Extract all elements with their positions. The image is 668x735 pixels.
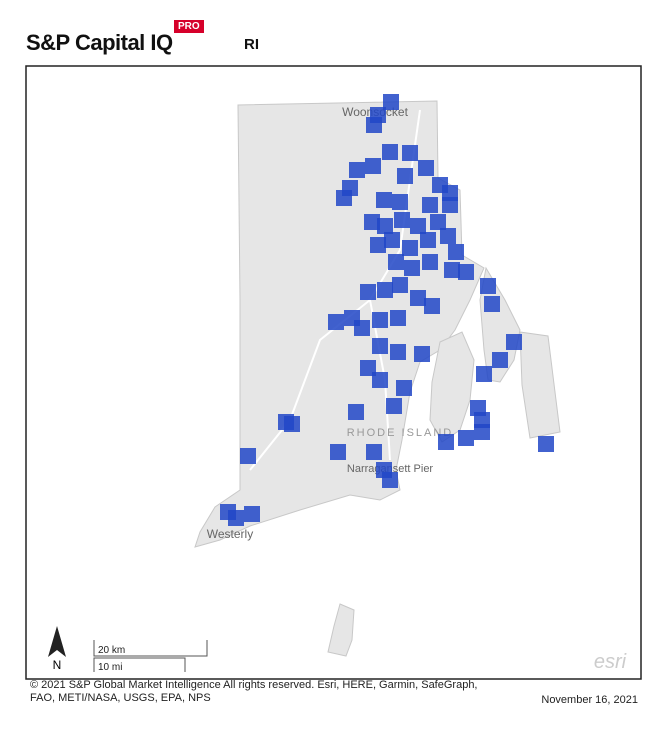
date: November 16, 2021 bbox=[541, 694, 638, 706]
location-marker bbox=[484, 296, 500, 312]
location-marker bbox=[394, 212, 410, 228]
location-marker bbox=[418, 160, 434, 176]
location-marker bbox=[410, 218, 426, 234]
esri-logo: esri bbox=[594, 651, 627, 673]
pro-badge: PRO bbox=[174, 20, 204, 33]
location-marker bbox=[458, 430, 474, 446]
location-marker bbox=[414, 346, 430, 362]
location-marker bbox=[228, 510, 244, 526]
location-marker bbox=[328, 314, 344, 330]
location-marker bbox=[438, 434, 454, 450]
location-marker bbox=[377, 218, 393, 234]
location-marker bbox=[240, 448, 256, 464]
location-marker bbox=[404, 260, 420, 276]
location-marker bbox=[330, 444, 346, 460]
location-marker bbox=[364, 214, 380, 230]
location-marker bbox=[420, 232, 436, 248]
brand: S&P Capital IQ bbox=[26, 30, 173, 55]
location-marker bbox=[336, 190, 352, 206]
location-marker bbox=[538, 436, 554, 452]
block-island bbox=[327, 603, 355, 657]
location-marker bbox=[388, 254, 404, 270]
location-marker bbox=[244, 506, 260, 522]
location-marker bbox=[349, 162, 365, 178]
location-marker bbox=[392, 194, 408, 210]
region: RI bbox=[244, 36, 259, 53]
location-marker bbox=[396, 380, 412, 396]
location-marker bbox=[492, 352, 508, 368]
location-marker bbox=[384, 232, 400, 248]
location-marker bbox=[360, 284, 376, 300]
north-arrow bbox=[48, 626, 66, 657]
location-marker bbox=[370, 237, 386, 253]
location-marker bbox=[354, 320, 370, 336]
markers bbox=[220, 94, 554, 526]
location-marker bbox=[476, 366, 492, 382]
location-marker bbox=[376, 192, 392, 208]
location-marker bbox=[382, 144, 398, 160]
state-label: RHODE ISLAND bbox=[347, 427, 454, 439]
scale-km: 20 km bbox=[98, 645, 125, 656]
copyright: © 2021 S&P Global Market Intelligence Al… bbox=[30, 679, 478, 704]
location-marker bbox=[440, 228, 456, 244]
location-marker bbox=[365, 158, 381, 174]
location-marker bbox=[402, 145, 418, 161]
location-marker bbox=[386, 398, 402, 414]
location-marker bbox=[442, 197, 458, 213]
location-marker bbox=[506, 334, 522, 350]
location-marker bbox=[366, 444, 382, 460]
location-marker bbox=[397, 168, 413, 184]
location-marker bbox=[372, 372, 388, 388]
location-marker bbox=[390, 310, 406, 326]
location-marker bbox=[410, 290, 426, 306]
little-compton bbox=[519, 331, 561, 439]
location-marker bbox=[284, 416, 300, 432]
location-marker bbox=[392, 277, 408, 293]
location-marker bbox=[424, 298, 440, 314]
location-marker bbox=[422, 197, 438, 213]
location-marker bbox=[372, 338, 388, 354]
scale-mi: 10 mi bbox=[98, 662, 122, 673]
location-marker bbox=[402, 240, 418, 256]
scale-bar bbox=[93, 640, 208, 672]
location-marker bbox=[383, 94, 399, 110]
location-marker bbox=[382, 472, 398, 488]
location-marker bbox=[480, 278, 496, 294]
location-marker bbox=[422, 254, 438, 270]
location-marker bbox=[474, 424, 490, 440]
north-label: N bbox=[53, 658, 62, 672]
location-marker bbox=[372, 312, 388, 328]
location-marker bbox=[366, 117, 382, 133]
location-marker bbox=[390, 344, 406, 360]
location-marker bbox=[430, 214, 446, 230]
location-marker bbox=[448, 244, 464, 260]
map: Woonsocket Westerly Narragansett Pier RH… bbox=[25, 65, 642, 680]
location-marker bbox=[348, 404, 364, 420]
place-label: Westerly bbox=[207, 527, 253, 541]
location-marker bbox=[458, 264, 474, 280]
location-marker bbox=[444, 262, 460, 278]
location-marker bbox=[377, 282, 393, 298]
